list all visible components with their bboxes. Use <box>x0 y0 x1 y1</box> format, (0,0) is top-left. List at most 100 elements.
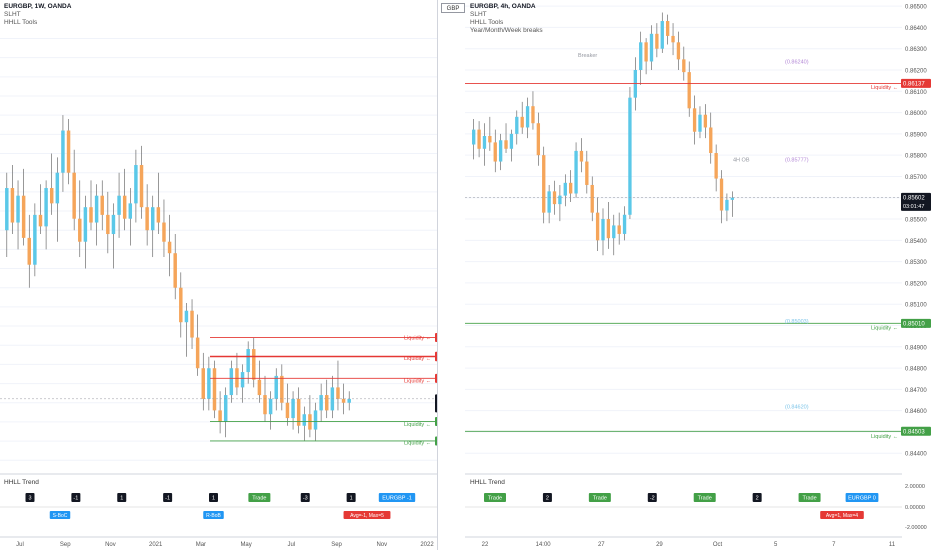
candle-body <box>66 130 71 173</box>
left-chart-header: EURGBP, 1W, OANDA SLHT HHLL Tools <box>4 3 71 27</box>
x-tick-label: 29 <box>656 542 663 548</box>
y-tick-label: 0.84400 <box>905 452 927 458</box>
annotation-label: Liquidity ← <box>871 434 898 440</box>
price-tag <box>901 318 931 328</box>
right-symbol: EURGBP, 4h, OANDA <box>470 3 536 10</box>
candle-body <box>94 195 99 223</box>
candle-body <box>111 214 116 235</box>
trend-badge <box>248 493 271 502</box>
candle-body <box>83 207 88 242</box>
candle-body <box>190 310 194 338</box>
candle-body <box>280 375 284 403</box>
trend-badge-label: -3 <box>303 496 308 502</box>
candle-body <box>617 225 621 234</box>
x-tick-label: Jul <box>16 542 24 548</box>
annotation-label: Liquidity ← <box>871 326 898 332</box>
candle-body <box>106 214 110 235</box>
trend-badge-label: Trade <box>802 496 816 502</box>
price-tag-label: 0.86137 <box>903 82 925 88</box>
candle-body <box>207 368 211 399</box>
trend-badge-label: -1 <box>165 496 170 502</box>
candle-body <box>498 140 503 162</box>
candle-body <box>27 237 31 265</box>
trend-y-tick: 0.00000 <box>905 505 925 511</box>
annotation-label: (0.85777) <box>785 157 809 163</box>
x-tick-label: 7 <box>832 542 836 548</box>
candle-body <box>195 337 200 369</box>
candle-body <box>687 72 691 109</box>
trend-badge-label: 1 <box>212 496 215 502</box>
candle-body <box>547 191 551 213</box>
candle-body <box>49 188 54 204</box>
candle-body <box>134 165 138 204</box>
candle-body <box>274 375 278 399</box>
trend-badge-label: Trade <box>593 496 607 502</box>
candle-body <box>644 42 648 62</box>
candle-body <box>730 197 734 200</box>
trend-sub-badge-label: S-BoC <box>53 513 68 519</box>
trend-badge <box>484 493 506 502</box>
y-tick-label: 0.84700 <box>905 388 927 394</box>
right-indicator-3: Year/Month/Week breaks <box>470 27 543 34</box>
price-tag <box>435 352 437 362</box>
price-tag <box>435 373 437 383</box>
candle-body <box>347 398 351 403</box>
trend-badge-label: EURGBP -1 <box>382 496 412 502</box>
candle-body <box>515 116 519 134</box>
candle-body <box>622 214 627 234</box>
left-symbol: EURGBP, 1W, OANDA <box>4 3 72 10</box>
trend-sub-badge-label: Avg=-1, Max=5 <box>350 513 384 519</box>
y-tick-label: 0.84800 <box>905 367 927 373</box>
candle-body <box>268 398 273 415</box>
right-panel[interactable]: 0.86500 0.86400 0.86300 0.86200 0.86100 0.860… <box>465 0 932 550</box>
y-tick-label: 0.85100 <box>905 303 927 309</box>
trend-badge <box>693 493 716 502</box>
candle-body <box>223 395 228 422</box>
candle-body <box>703 114 708 128</box>
candle-body <box>525 106 530 128</box>
candle-body <box>252 349 256 380</box>
left-chart-svg[interactable]: 0.950000.945000.940000.935000.930000.925… <box>0 0 437 550</box>
candle-body <box>504 140 508 149</box>
y-tick-label: 0.86500 <box>905 5 927 11</box>
annotation-label: Liquidity ← <box>404 422 431 428</box>
candle-body <box>531 106 535 124</box>
annotation-label: Liquidity ← <box>404 379 431 385</box>
candle-body <box>139 165 144 208</box>
candle-body <box>671 35 675 43</box>
x-tick-label: 2021 <box>149 542 163 548</box>
candle-body <box>246 349 250 373</box>
trend-badge <box>209 493 218 502</box>
candle-body <box>601 219 605 241</box>
candle-body <box>44 188 48 227</box>
candle-body <box>291 398 295 419</box>
candle-body <box>649 33 654 62</box>
right-indicator-2: HHLL Tools <box>470 19 504 26</box>
candle-body <box>509 133 514 149</box>
trend-badge <box>378 493 416 502</box>
annotation-label: Liquidity ← <box>404 356 431 362</box>
trend-badge-label: 3 <box>28 496 31 502</box>
candle-body <box>21 195 26 238</box>
candle-body <box>117 195 121 215</box>
price-tag <box>901 192 931 211</box>
candle-body <box>660 21 664 49</box>
middle-axis-corner: GBP <box>441 3 465 13</box>
candle-body <box>162 222 166 242</box>
trend-badge <box>752 493 762 502</box>
annotation-label: (0.84620) <box>785 404 809 410</box>
candle-body <box>552 191 557 205</box>
left-panel[interactable]: 0.950000.945000.940000.935000.930000.925… <box>0 0 437 550</box>
right-chart-svg[interactable]: 0.86500 0.86400 0.86300 0.86200 0.86100 0.860… <box>465 0 932 550</box>
candle-body <box>257 379 262 396</box>
annotation-label: Breaker <box>578 53 597 59</box>
trend-badge <box>300 493 310 502</box>
candle-body <box>179 287 183 323</box>
candle-body <box>628 97 632 215</box>
trend-sub-badge <box>49 511 71 519</box>
candle-body <box>676 42 681 60</box>
candle-body <box>569 182 573 194</box>
candle-body <box>173 253 177 288</box>
price-tag <box>435 436 437 446</box>
candle-body <box>579 150 584 162</box>
